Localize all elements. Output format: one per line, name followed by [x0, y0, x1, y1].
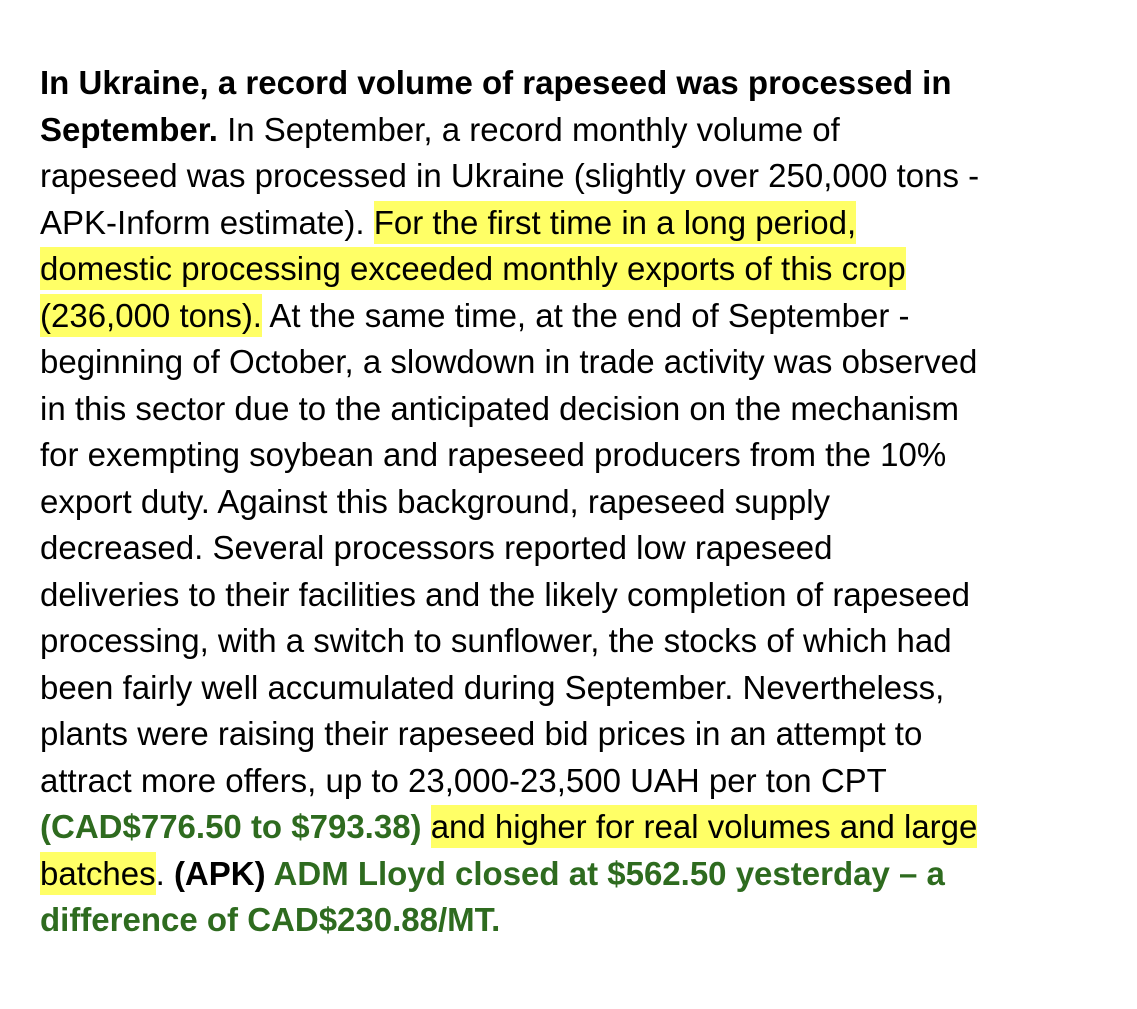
- body-text: been fairly well accumulated during Sept…: [40, 668, 945, 706]
- headline-text: In Ukraine, a record volume of rapeseed …: [40, 64, 952, 101]
- text-line-14: been fairly well accumulated during Sept…: [40, 665, 1130, 712]
- green-annotation: difference of CAD$230.88/MT.: [40, 901, 501, 938]
- body-text: In September, a record monthly volume of: [217, 110, 840, 148]
- source-citation: (APK): [173, 854, 266, 892]
- green-annotation: ADM Lloyd closed at $562.50 yesterday – …: [265, 854, 945, 892]
- text-line-7: beginning of October, a slowdown in trad…: [40, 339, 1130, 386]
- text-line-13: processing, with a switch to sunflower, …: [40, 618, 1130, 665]
- text-line-4: APK-Inform estimate). For the first time…: [40, 200, 1130, 247]
- text-line-8: in this sector due to the anticipated de…: [40, 386, 1130, 433]
- text-line-18: batches. (APK) ADM Lloyd closed at $562.…: [40, 851, 1130, 898]
- highlighted-text: domestic processing exceeded monthly exp…: [40, 247, 906, 290]
- body-text: plants were raising their rapeseed bid p…: [40, 715, 923, 752]
- highlighted-text: (236,000 tons).: [40, 293, 262, 337]
- body-text: [422, 808, 431, 845]
- text-line-15: plants were raising their rapeseed bid p…: [40, 711, 1130, 758]
- body-text: for exempting soybean and rapeseed produ…: [40, 436, 947, 473]
- body-text: processing, with a switch to sunflower, …: [40, 622, 952, 659]
- body-text: At the same time, at the end of Septembe…: [261, 296, 910, 334]
- body-text: decreased. Several processors reported l…: [40, 529, 833, 566]
- text-line-12: deliveries to their facilities and the l…: [40, 572, 1130, 619]
- green-annotation: (CAD$776.50 to $793.38): [40, 808, 422, 845]
- highlighted-text: and higher for real volumes and large: [430, 805, 978, 848]
- text-line-1: In Ukraine, a record volume of rapeseed …: [40, 60, 1130, 107]
- text-line-6: (236,000 tons). At the same time, at the…: [40, 293, 1130, 340]
- body-text: deliveries to their facilities and the l…: [40, 575, 970, 613]
- text-line-17: (CAD$776.50 to $793.38) and higher for r…: [40, 804, 1130, 851]
- text-line-2: September. In September, a record monthl…: [40, 107, 1130, 154]
- body-text: .: [155, 854, 174, 892]
- text-line-11: decreased. Several processors reported l…: [40, 525, 1130, 572]
- text-line-19: difference of CAD$230.88/MT.: [40, 897, 1130, 944]
- highlighted-text: For the first time in a long period,: [373, 200, 857, 244]
- text-line-16: attract more offers, up to 23,000-23,500…: [40, 758, 1130, 805]
- body-text: APK-Inform estimate).: [40, 203, 374, 241]
- body-text: attract more offers, up to 23,000-23,500…: [40, 761, 887, 799]
- highlighted-text: batches: [40, 851, 156, 895]
- text-line-10: export duty. Against this background, ra…: [40, 479, 1130, 526]
- text-line-9: for exempting soybean and rapeseed produ…: [40, 432, 1130, 479]
- text-line-3: rapeseed was processed in Ukraine (sligh…: [40, 153, 1130, 200]
- body-text: in this sector due to the anticipated de…: [40, 389, 960, 427]
- text-line-5: domestic processing exceeded monthly exp…: [40, 246, 1130, 293]
- body-text: export duty. Against this background, ra…: [40, 482, 831, 520]
- article-paragraph: In Ukraine, a record volume of rapeseed …: [40, 60, 1130, 944]
- headline-text-continued: September.: [40, 110, 218, 148]
- body-text: rapeseed was processed in Ukraine (sligh…: [40, 157, 980, 194]
- body-text: beginning of October, a slowdown in trad…: [40, 343, 978, 380]
